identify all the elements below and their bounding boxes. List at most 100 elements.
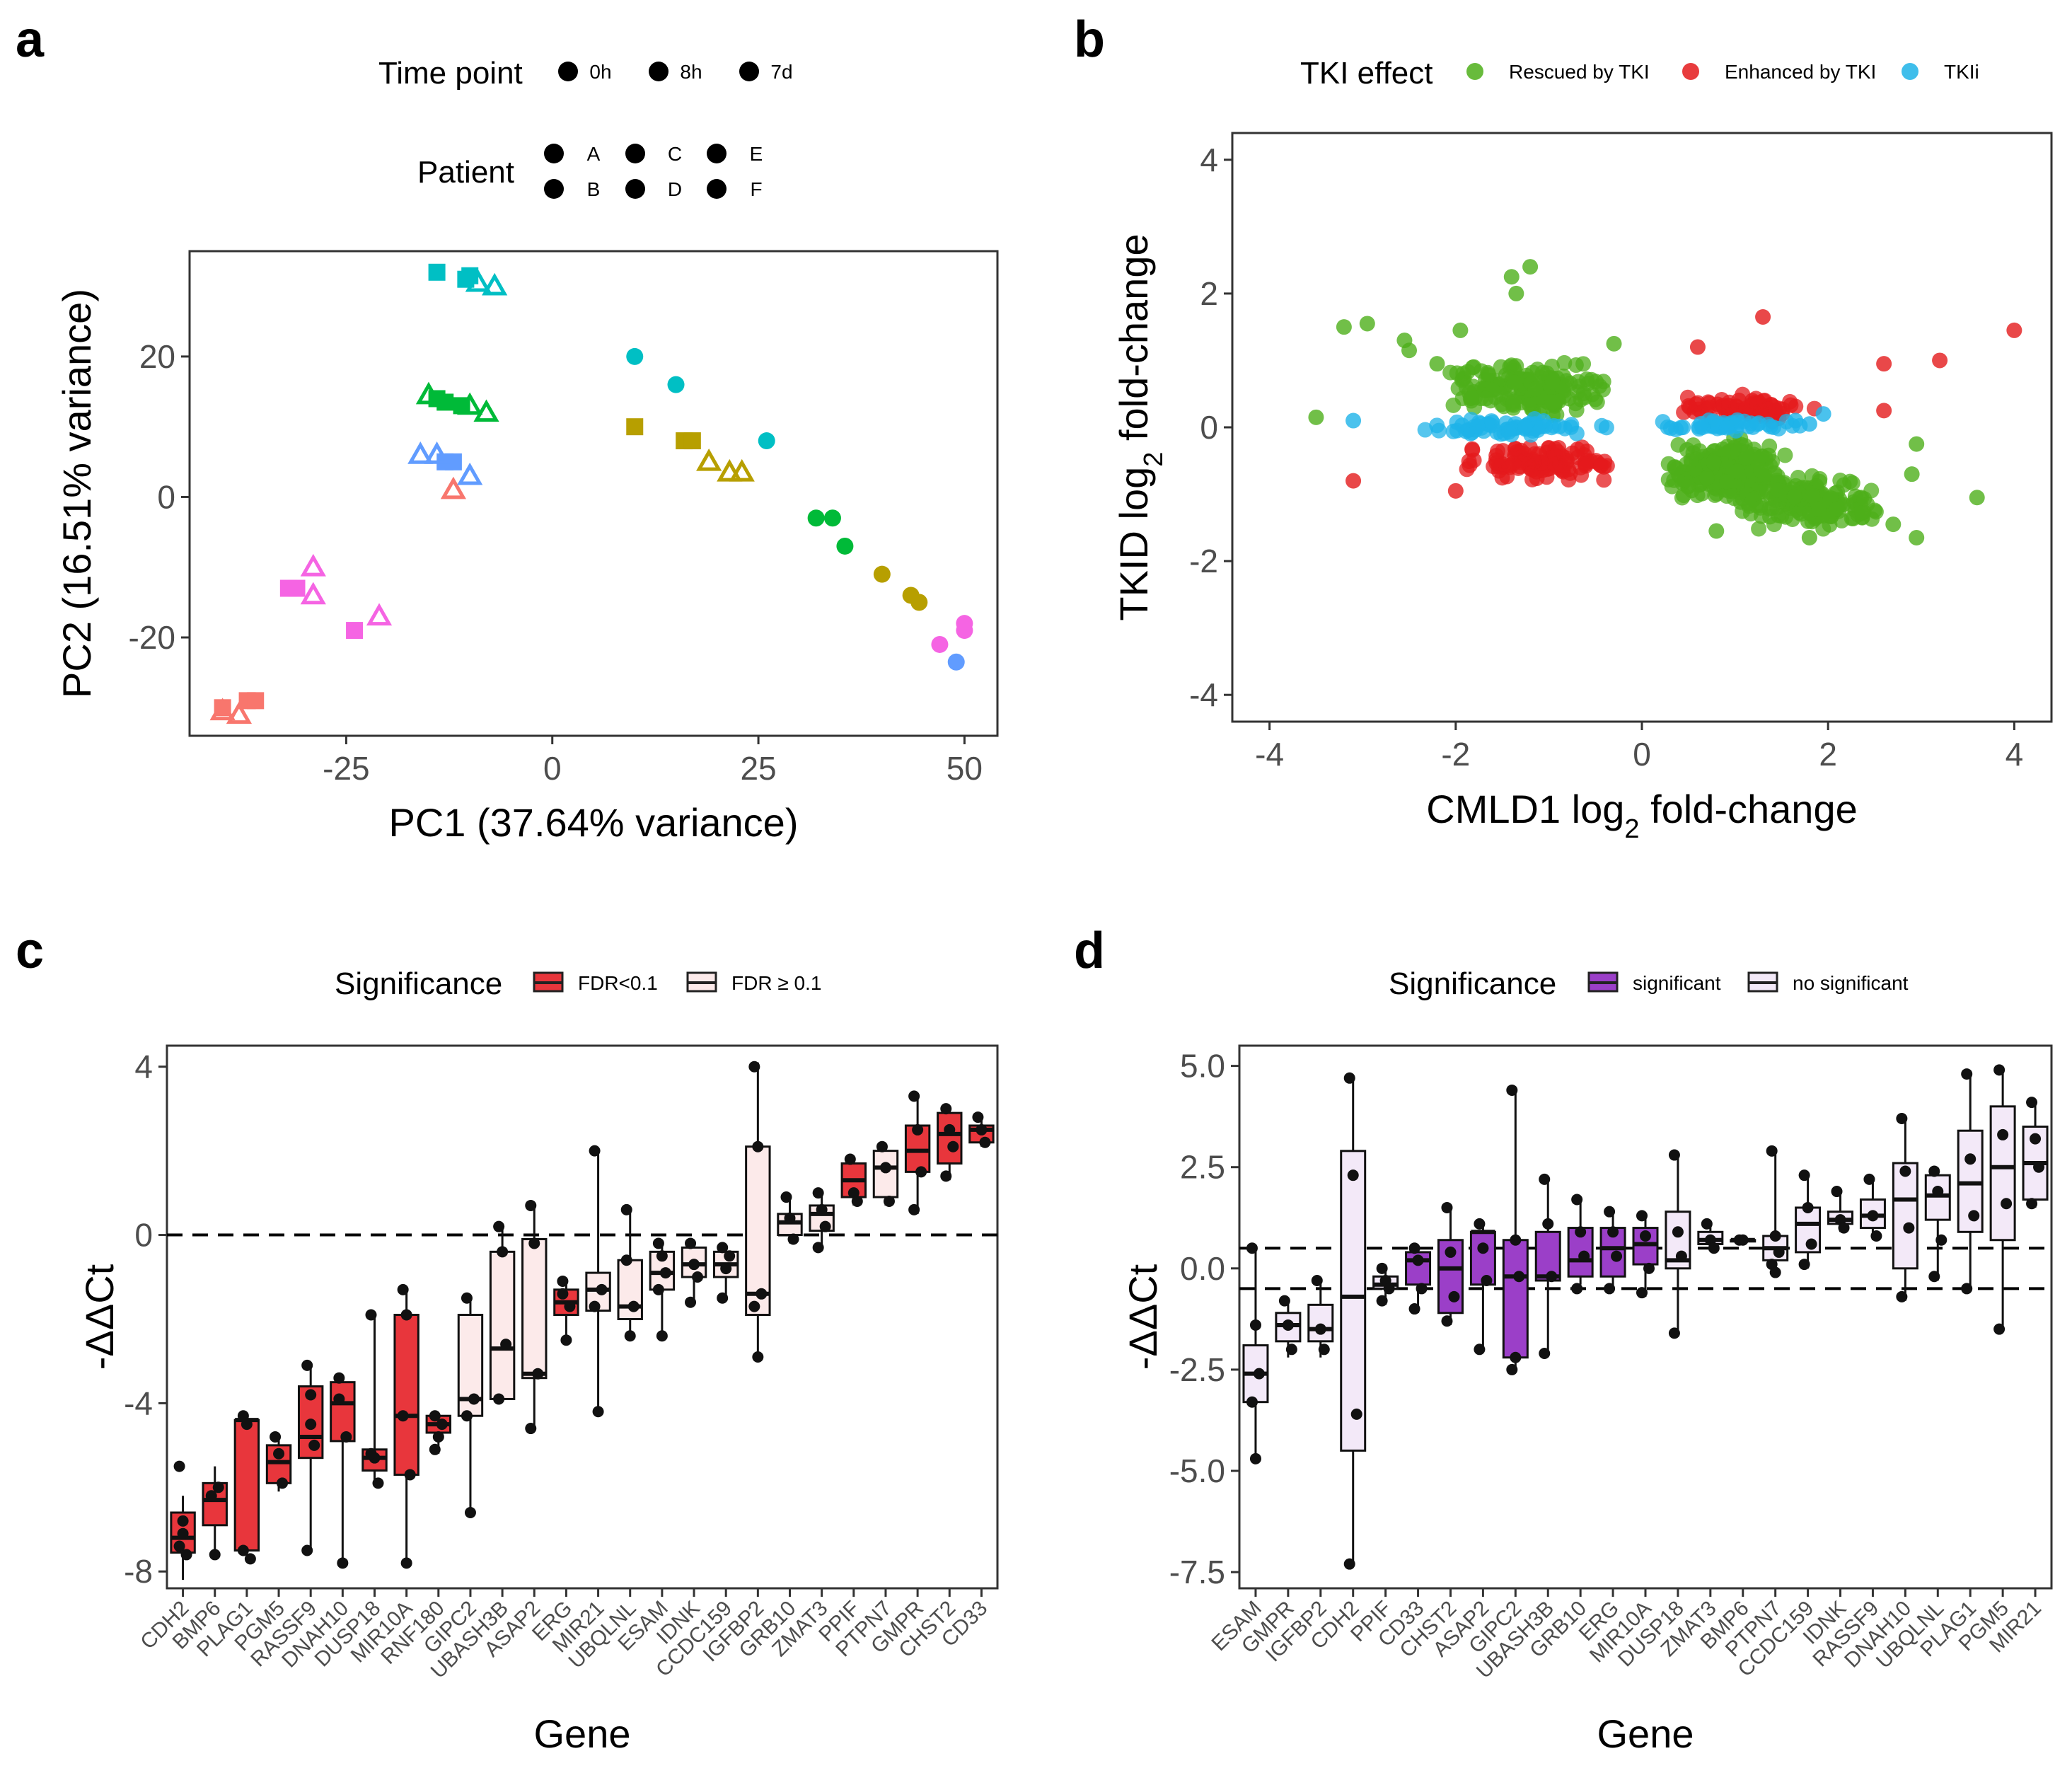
x-axis-title: Gene xyxy=(1597,1711,1694,1756)
data-point xyxy=(1376,1295,1388,1307)
data-point xyxy=(1249,1452,1261,1464)
pca-point xyxy=(366,603,393,626)
scatter-point xyxy=(1345,412,1362,429)
data-point xyxy=(752,1140,764,1152)
panel-letter-c: c xyxy=(16,923,44,979)
data-point xyxy=(620,1203,632,1215)
data-point xyxy=(1668,1327,1680,1339)
legend-label-tki: Rescued by TKI xyxy=(1509,61,1650,83)
scatter-point xyxy=(1593,458,1609,474)
data-point xyxy=(1408,1303,1420,1315)
scatter-point xyxy=(1503,357,1520,374)
legend-label-tki: TKIi xyxy=(1944,61,1979,83)
data-point xyxy=(972,1111,984,1123)
data-point xyxy=(400,1557,412,1569)
data-point xyxy=(940,1103,952,1115)
scatter-point xyxy=(1812,473,1828,490)
data-point xyxy=(1278,1295,1290,1307)
y-axis-title: TKID log2 fold-change xyxy=(1111,233,1169,620)
data-point xyxy=(784,1212,796,1224)
panel-letter-b: b xyxy=(1074,11,1105,68)
pca-point xyxy=(626,418,644,436)
scatter-point xyxy=(1469,418,1486,434)
scatter-point xyxy=(1777,447,1793,463)
data-point xyxy=(1408,1242,1420,1254)
data-point xyxy=(1445,1246,1457,1258)
scatter-point xyxy=(1909,530,1925,545)
scatter-point xyxy=(1693,415,1709,432)
scatter-point xyxy=(1735,386,1751,403)
legend-key-patient xyxy=(544,144,564,163)
box-body xyxy=(1892,1162,1918,1270)
data-point xyxy=(2001,1198,2013,1210)
pca-point xyxy=(288,579,306,597)
pca-point xyxy=(717,458,743,482)
data-point xyxy=(589,1300,601,1312)
scatter-point xyxy=(1844,475,1860,491)
x-tick-label: 0 xyxy=(1633,736,1651,773)
data-point xyxy=(464,1506,476,1518)
pca-point xyxy=(947,653,965,671)
legend-key-patient xyxy=(625,144,645,163)
scatter-point xyxy=(1682,399,1698,415)
legend-key-patient xyxy=(707,179,727,199)
scatter-point xyxy=(1670,437,1686,453)
x-tick-label: -25 xyxy=(323,750,369,787)
y-tick-label: -8 xyxy=(124,1553,153,1590)
data-point xyxy=(1993,1323,2006,1335)
panel-d: d Significance significant no significant -7… xyxy=(1074,923,2053,1756)
data-point xyxy=(180,1549,192,1561)
data-point xyxy=(1249,1319,1261,1331)
scatter-point xyxy=(1701,399,1717,415)
data-point xyxy=(270,1431,282,1443)
data-point xyxy=(589,1145,601,1157)
pca-point xyxy=(667,376,685,393)
data-point xyxy=(1798,1259,1810,1271)
scatter-point xyxy=(1445,397,1462,413)
scatter-point xyxy=(1876,403,1892,419)
data-point xyxy=(659,1267,671,1279)
y-axis-title: -ΔΔCt xyxy=(1121,1264,1165,1370)
scatter-point xyxy=(1719,473,1735,490)
scatter-point xyxy=(1856,491,1873,507)
scatter-point xyxy=(1801,416,1817,432)
scatter-point xyxy=(1932,352,1948,369)
box-body xyxy=(393,1314,419,1476)
data-point xyxy=(305,1389,317,1401)
data-point xyxy=(1513,1271,1525,1283)
scatter-point xyxy=(1815,406,1831,422)
pca-point xyxy=(956,622,973,640)
x-tick-label: 4 xyxy=(2006,736,2024,773)
legend-title-timepoint: Time point xyxy=(378,56,523,91)
scatter-point xyxy=(1478,391,1494,407)
data-point xyxy=(308,1439,320,1451)
data-point xyxy=(400,1309,412,1321)
legend-title-significance: Significance xyxy=(335,966,502,1001)
y-tick-label: -4 xyxy=(1189,676,1218,713)
x-tick-label: 2 xyxy=(1819,736,1837,773)
scatter-point xyxy=(1749,395,1766,412)
y-tick-label: 0 xyxy=(134,1217,153,1254)
data-point xyxy=(209,1549,221,1561)
scatter-point xyxy=(1452,322,1469,338)
legend-label-timepoint: 8h xyxy=(680,61,702,83)
pca-point xyxy=(823,509,841,527)
data-point xyxy=(1477,1242,1489,1254)
data-point xyxy=(685,1237,697,1249)
data-point xyxy=(883,1195,895,1207)
scatter-point xyxy=(1664,478,1680,495)
scatter-point xyxy=(1606,335,1622,352)
data-point xyxy=(333,1393,345,1405)
data-point xyxy=(525,1423,537,1435)
data-point xyxy=(1805,1238,1817,1250)
box-body xyxy=(937,1111,963,1165)
data-point xyxy=(305,1419,317,1431)
legend-key-patient xyxy=(625,179,645,199)
data-point xyxy=(1282,1319,1294,1331)
data-point xyxy=(1412,1254,1424,1266)
y-tick-label: 2.5 xyxy=(1180,1149,1225,1186)
pca-point xyxy=(209,698,236,721)
data-point xyxy=(1675,1250,1687,1262)
data-point xyxy=(752,1351,764,1363)
